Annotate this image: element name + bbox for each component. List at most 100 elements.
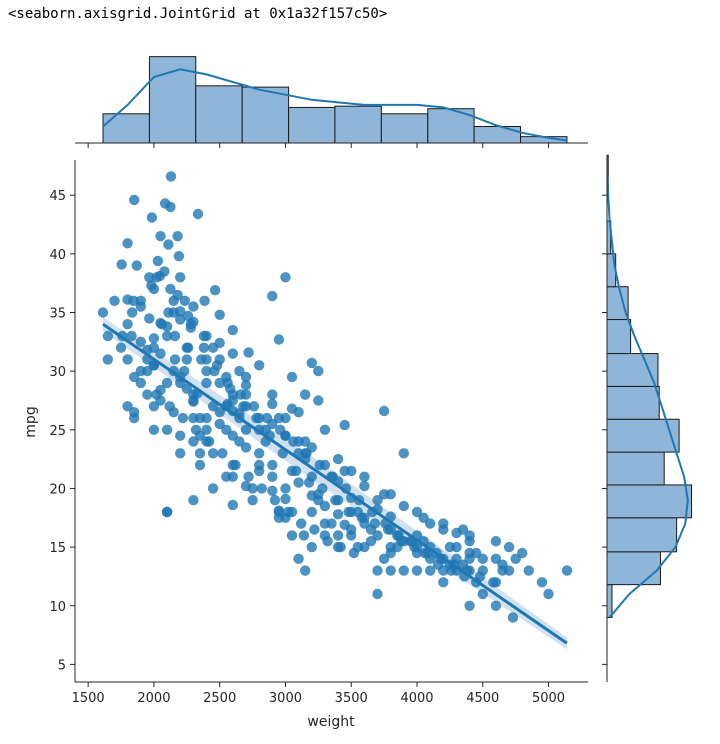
scatter-point (256, 483, 267, 494)
scatter-point (332, 530, 344, 541)
scatter-point (209, 365, 220, 377)
scatter-point (148, 342, 160, 353)
scatter-point (172, 231, 183, 242)
scatter-point (240, 424, 252, 435)
marginal-y-histogram (602, 154, 693, 682)
scatter-point (151, 272, 162, 283)
scatter-point (182, 342, 194, 353)
scatter-point (273, 334, 285, 345)
scatter-point (464, 600, 475, 611)
x-tick-label: 2000 (137, 691, 170, 706)
scatter-point (172, 289, 183, 301)
scatter-point (339, 419, 350, 431)
scatter-point (164, 401, 175, 412)
scatter-point (209, 285, 221, 296)
scatter-point (536, 577, 548, 588)
scatter-point (314, 459, 325, 471)
scatter-point (267, 459, 278, 471)
scatter-point (306, 357, 317, 369)
scatter-point (280, 412, 291, 424)
scatter-point (254, 448, 265, 459)
x-tick-label: 2500 (203, 691, 236, 706)
scatter-point (222, 377, 233, 389)
scatter-point (267, 290, 278, 302)
scatter-point (267, 471, 278, 482)
scatter-point (490, 600, 502, 611)
scatter-point (214, 309, 225, 320)
marginal-y-bar (606, 353, 659, 387)
y-tick-label: 40 (49, 248, 66, 263)
scatter-point (122, 354, 133, 365)
y-tick-label: 5 (58, 658, 66, 673)
scatter-point (300, 565, 311, 576)
scatter-point (181, 354, 192, 365)
scatter-point (432, 559, 444, 570)
scatter-point (240, 442, 252, 453)
x-tick-label: 4000 (400, 691, 433, 706)
scatter-point (115, 342, 127, 353)
x-tick-label: 5000 (532, 691, 565, 706)
scatter-point (165, 171, 177, 182)
scatter-point (131, 260, 142, 271)
marginal-x-histogram (75, 56, 588, 148)
scatter-point (227, 348, 238, 359)
scatter-point (319, 500, 331, 512)
scatter-point (300, 436, 311, 447)
scatter-point (490, 536, 502, 547)
scatter-point (326, 518, 337, 529)
scatter-point (267, 485, 278, 496)
scatter-point (194, 448, 206, 459)
scatter-point (181, 383, 192, 394)
scatter-point (280, 493, 291, 505)
scatter-point (359, 471, 370, 482)
scatter-point (144, 272, 155, 283)
scatter-point (227, 499, 238, 511)
scatter-point (188, 495, 199, 506)
scatter-point (156, 319, 167, 330)
scatter-point (144, 313, 155, 324)
scatter-point (168, 307, 179, 318)
scatter-point (173, 251, 185, 262)
scatter-point (155, 231, 166, 242)
scatter-point (102, 354, 114, 365)
scatter-point (188, 395, 199, 406)
scatter-point (378, 489, 390, 500)
scatter-point (517, 547, 528, 559)
scatter-point (261, 412, 273, 424)
scatter-point (148, 333, 160, 344)
scatter-point (497, 559, 508, 570)
scatter-point (148, 283, 160, 295)
scatter-point (301, 448, 312, 459)
scatter-point (332, 453, 344, 465)
scatter-point (286, 371, 298, 383)
y-tick-label: 35 (49, 306, 66, 321)
scatter-point (102, 330, 114, 342)
scatter-point (280, 272, 291, 283)
scatter-point (293, 477, 304, 488)
scatter-point (290, 465, 302, 477)
scatter-point (507, 612, 519, 623)
scatter-point (198, 342, 210, 353)
scatter-point (230, 459, 241, 471)
scatter-point (254, 465, 265, 477)
scatter-point (438, 577, 449, 588)
scatter-point (398, 448, 409, 459)
scatter-point (313, 365, 324, 377)
scatter-point (309, 524, 320, 535)
scatter-point (161, 377, 173, 389)
marginal-y-bar (606, 286, 629, 321)
scatter-point (194, 459, 206, 471)
scatter-point (163, 239, 174, 250)
scatter-point (165, 283, 176, 295)
scatter-point (275, 424, 286, 435)
x-tick-label: 3000 (269, 691, 302, 706)
marginal-y-bar (606, 584, 613, 618)
scatter-point (471, 547, 482, 559)
scatter-point (306, 506, 317, 518)
scatter-point (444, 541, 456, 553)
scatter-point (523, 565, 534, 576)
scatter-point (398, 500, 409, 512)
scatter-point (175, 430, 186, 441)
scatter-point (330, 495, 341, 506)
scatter-point (204, 436, 215, 447)
